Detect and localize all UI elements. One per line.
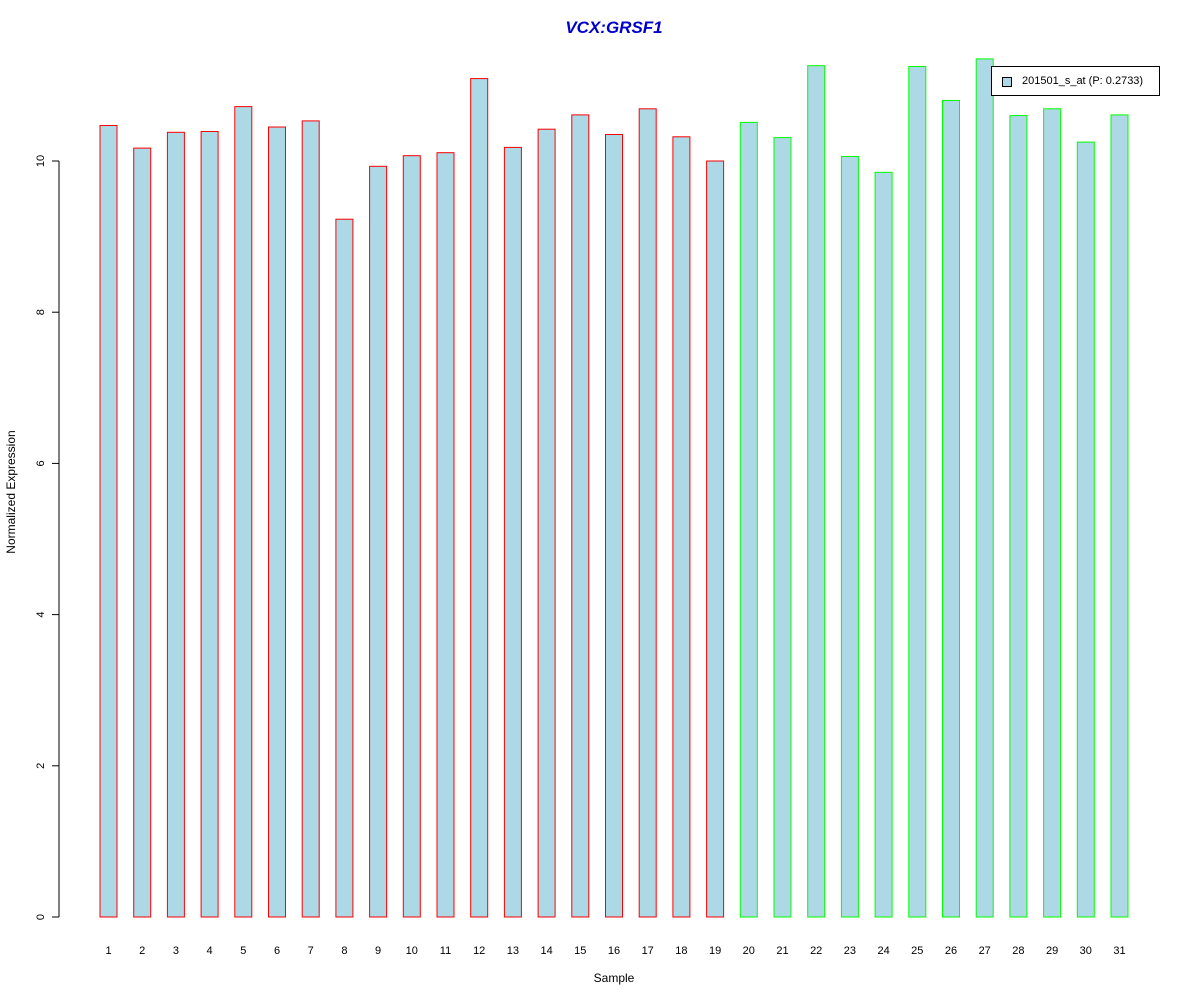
x-tick-label: 15 [574,945,586,957]
x-tick-label: 28 [1012,945,1024,957]
bar [840,156,859,918]
x-tick-label: 7 [308,945,314,957]
bar [234,106,253,918]
y-axis-label: Normalized Expression [4,430,18,554]
bar [133,147,152,918]
bar [1043,108,1062,918]
x-tick-label: 11 [440,945,451,957]
bar [503,146,522,918]
y-tick-label: 8 [35,309,47,315]
bar [99,125,118,918]
y-tick-label: 10 [35,155,47,167]
x-tick-label: 25 [911,945,923,957]
bar [335,218,354,918]
bar [1110,114,1129,918]
bar [470,78,489,918]
bar [807,65,826,918]
x-tick-label: 2 [139,945,145,957]
bars [99,58,1129,918]
x-tick-label: 16 [608,945,620,957]
x-tick-label: 13 [507,945,519,957]
x-tick-label: 17 [642,945,654,957]
x-tick-label: 8 [341,945,347,957]
bar [672,136,691,918]
bar [638,108,657,918]
x-tick-label: 24 [877,945,889,957]
bar [773,137,792,918]
x-tick-label: 10 [406,945,418,957]
bar [605,134,623,918]
x-tick-label: 29 [1046,945,1058,957]
x-tick-label: 18 [675,945,687,957]
x-tick-label: 21 [776,945,788,957]
x-tick-label: 19 [709,945,721,957]
y-tick-label: 6 [35,460,47,466]
chart-title: VCX:GRSF1 [565,18,663,37]
x-tick-label: 26 [945,945,957,957]
x-tick-label: 3 [173,945,179,957]
x-tick-label: 6 [274,945,280,957]
x-tick-label: 22 [810,945,822,957]
bar [166,131,185,918]
x-tick-label: 20 [743,945,755,957]
bar [301,120,320,918]
x-tick-labels: 1 2 3 4 5 6 7 8 9 10 11 12 13 14 15 16 17 18 19 20 21 22 23 24 2… [105,945,1125,957]
legend-swatch [1002,77,1012,87]
legend-label: 201501_s_at (P: 0.2733) [1022,75,1144,87]
bar [1076,141,1095,918]
bar [908,66,927,918]
bar [942,100,960,918]
bar [537,128,556,918]
bar [975,58,994,918]
x-tick-label: 30 [1080,945,1092,957]
x-tick-label: 4 [207,945,213,957]
x-tick-label: 12 [473,945,485,957]
x-tick-label: 9 [375,945,381,957]
y-tick-label: 2 [35,763,47,769]
x-tick-label: 14 [540,945,552,957]
x-tick-label: 31 [1113,945,1125,957]
bar [706,160,725,918]
bar [739,121,758,918]
x-axis-label: Sample [593,971,635,985]
bar [268,126,286,918]
x-tick-label: 5 [240,945,246,957]
bar [874,171,893,918]
y-tick-label: 0 [35,914,47,920]
y-tick-label: 4 [35,612,47,618]
bar [436,152,455,918]
legend: 201501_s_at (P: 0.2733) [991,66,1160,96]
y-axis: 0 2 4 6 8 10 [35,155,60,920]
bar [369,165,388,918]
bar [571,114,590,918]
x-tick-label: 27 [979,945,991,957]
x-tick-label: 1 [105,945,111,957]
bar [402,155,421,918]
bar [1009,115,1028,918]
bar [200,131,219,918]
x-tick-label: 23 [844,945,856,957]
